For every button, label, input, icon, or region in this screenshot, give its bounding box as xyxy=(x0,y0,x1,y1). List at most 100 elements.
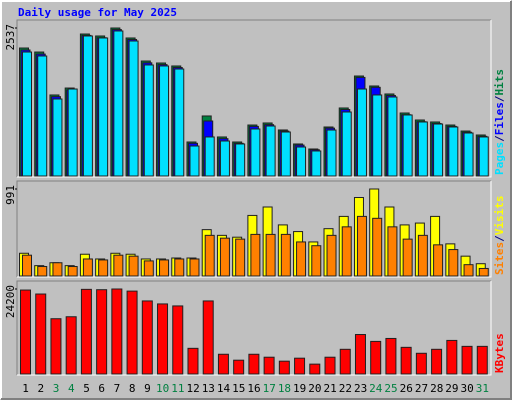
bar xyxy=(128,40,139,177)
bar xyxy=(172,305,184,375)
bar xyxy=(280,233,291,277)
bar xyxy=(126,290,138,375)
bar xyxy=(417,234,428,277)
x-tick-label: 3 xyxy=(53,382,60,395)
x-tick-label: 30 xyxy=(461,382,474,395)
bar xyxy=(65,316,77,375)
bar xyxy=(372,217,383,277)
bar xyxy=(478,267,489,277)
bar xyxy=(265,233,276,277)
bar xyxy=(67,88,78,177)
x-tick-label: 9 xyxy=(144,382,151,395)
legend-entry: Sites xyxy=(493,242,506,275)
bar xyxy=(96,289,108,375)
legend: Sites/Visits xyxy=(493,196,506,276)
bar xyxy=(370,340,382,375)
x-tick-label: 16 xyxy=(247,382,260,395)
y-tick-label: 2537 xyxy=(4,24,17,51)
bar xyxy=(20,289,31,375)
bar xyxy=(202,300,214,375)
bar xyxy=(235,238,246,277)
x-tick-label: 15 xyxy=(232,382,245,395)
x-tick-label: 12 xyxy=(186,382,199,395)
bar xyxy=(415,352,427,375)
panel-bevel-light xyxy=(17,20,492,178)
x-tick-label: 13 xyxy=(202,382,215,395)
bar xyxy=(52,98,63,177)
panel-bevel-dark xyxy=(16,180,491,277)
bar xyxy=(463,132,474,177)
bar xyxy=(294,357,306,375)
bar xyxy=(326,234,337,277)
bar xyxy=(296,146,307,177)
legend-separator: / xyxy=(493,135,506,142)
x-tick-label: 4 xyxy=(68,382,75,395)
x-tick-label: 18 xyxy=(278,382,291,395)
y-tick-label: 24200 xyxy=(4,285,17,318)
bar xyxy=(280,131,291,177)
bar xyxy=(341,226,352,277)
bar xyxy=(431,348,443,375)
bar xyxy=(50,318,62,375)
bar xyxy=(82,258,93,277)
bar xyxy=(189,145,200,177)
bar xyxy=(387,96,398,177)
bar xyxy=(204,136,215,177)
chart-title: Daily usage for May 2025 xyxy=(18,6,177,19)
x-tick-label: 11 xyxy=(171,382,184,395)
panel-bevel-light xyxy=(17,281,492,376)
x-tick-label: 22 xyxy=(339,382,352,395)
bar xyxy=(113,30,124,177)
bar xyxy=(174,68,185,177)
bar xyxy=(311,245,322,277)
bar xyxy=(248,353,260,375)
bar xyxy=(98,37,109,177)
bar xyxy=(219,140,230,177)
bar xyxy=(402,114,413,177)
bar xyxy=(187,347,199,375)
x-tick-label: 19 xyxy=(293,382,306,395)
x-tick-label: 28 xyxy=(430,382,443,395)
legend-entry: Pages xyxy=(493,142,506,175)
x-tick-label: 5 xyxy=(83,382,90,395)
x-tick-label: 25 xyxy=(384,382,397,395)
bar xyxy=(476,345,488,375)
x-tick-label: 6 xyxy=(98,382,105,395)
x-tick-label: 26 xyxy=(400,382,413,395)
bar xyxy=(128,255,139,277)
bar xyxy=(217,353,229,375)
bar xyxy=(250,233,261,277)
legend-separator: / xyxy=(493,95,506,102)
bar xyxy=(37,266,48,277)
bar xyxy=(250,128,261,177)
x-tick-label: 1 xyxy=(22,382,29,395)
bar xyxy=(433,244,444,277)
bar xyxy=(356,88,367,177)
bar xyxy=(400,346,412,375)
bar xyxy=(446,339,458,375)
legend-entry: Hits xyxy=(493,69,506,96)
bar xyxy=(233,359,245,375)
bar xyxy=(204,234,215,277)
bar xyxy=(141,300,153,375)
bar xyxy=(265,125,276,177)
bar xyxy=(67,266,78,277)
bar xyxy=(111,288,123,375)
bar xyxy=(159,65,170,177)
bar xyxy=(324,356,336,375)
legend-entry: Visits xyxy=(493,196,506,236)
x-tick-label: 10 xyxy=(156,382,169,395)
bar xyxy=(113,254,124,277)
bar xyxy=(356,215,367,277)
bar xyxy=(82,35,93,177)
y-tick-label: 991 xyxy=(4,185,17,205)
x-tick-label: 29 xyxy=(445,382,458,395)
bar xyxy=(35,293,47,375)
bar xyxy=(311,150,322,177)
bar xyxy=(189,258,200,277)
bar xyxy=(235,143,246,177)
bar xyxy=(143,260,154,277)
